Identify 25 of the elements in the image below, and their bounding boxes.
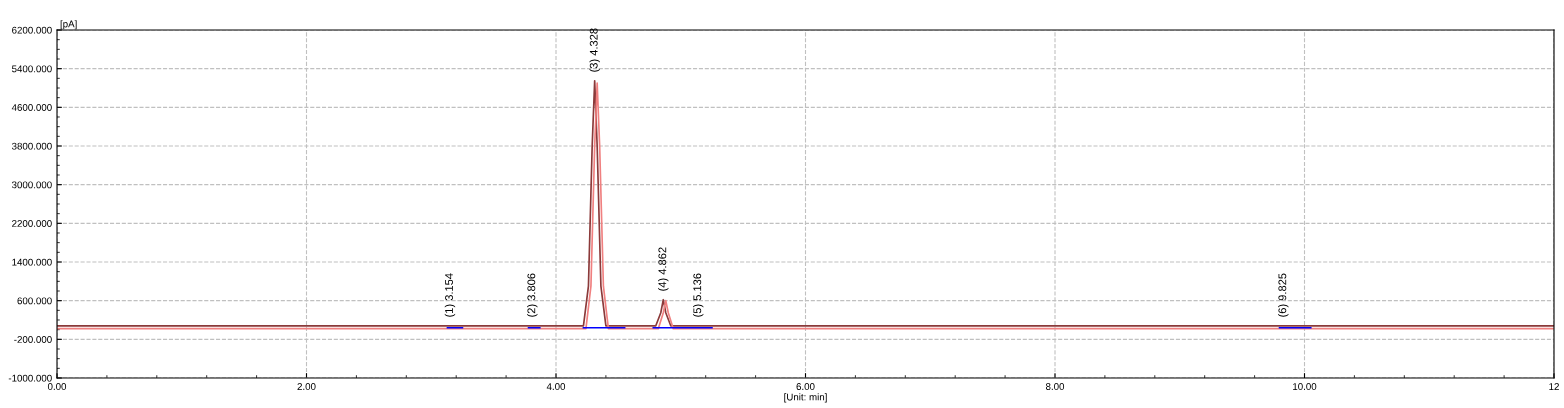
y-tick-label: -1000.000 (8, 374, 52, 382)
x-tick-label: 8.00 (1045, 383, 1065, 390)
y-tick-label: 2200.000 (12, 220, 52, 227)
y-tick-label: -200.000 (14, 336, 52, 343)
y-tick-label: 1400.000 (12, 258, 52, 266)
y-tick-label: 3800.000 (11, 142, 52, 150)
x-tick-label: 0.00 (47, 383, 67, 390)
y-tick-label: 600.000 (17, 297, 52, 305)
annotation: (5) 5.136 (693, 273, 704, 317)
x-tick-label: 10.00 (1293, 383, 1317, 390)
y-tick-label: 5400.000 (11, 65, 52, 73)
x-axis-title: [Unit: min] (784, 393, 827, 403)
annotation: (4) 4.862 (658, 247, 669, 291)
x-tick-label: 12 (1549, 383, 1559, 390)
y-tick-label: 4600.000 (11, 104, 52, 111)
y-tick-label: 6200.000 (12, 26, 52, 34)
annotation: (2) 3.806 (527, 273, 538, 317)
annotation: (3) 4.328 (589, 28, 600, 72)
y-axis-title: [pA] (60, 20, 77, 30)
x-tick-label: 4.00 (546, 383, 566, 390)
x-tick-label: 6.00 (796, 383, 815, 390)
annotation: (1) 3.154 (444, 273, 456, 317)
y-tick-label: 3000.000 (11, 181, 52, 189)
x-tick-label: 2.00 (297, 383, 316, 390)
annotation: (6) 9.825 (1278, 273, 1289, 317)
